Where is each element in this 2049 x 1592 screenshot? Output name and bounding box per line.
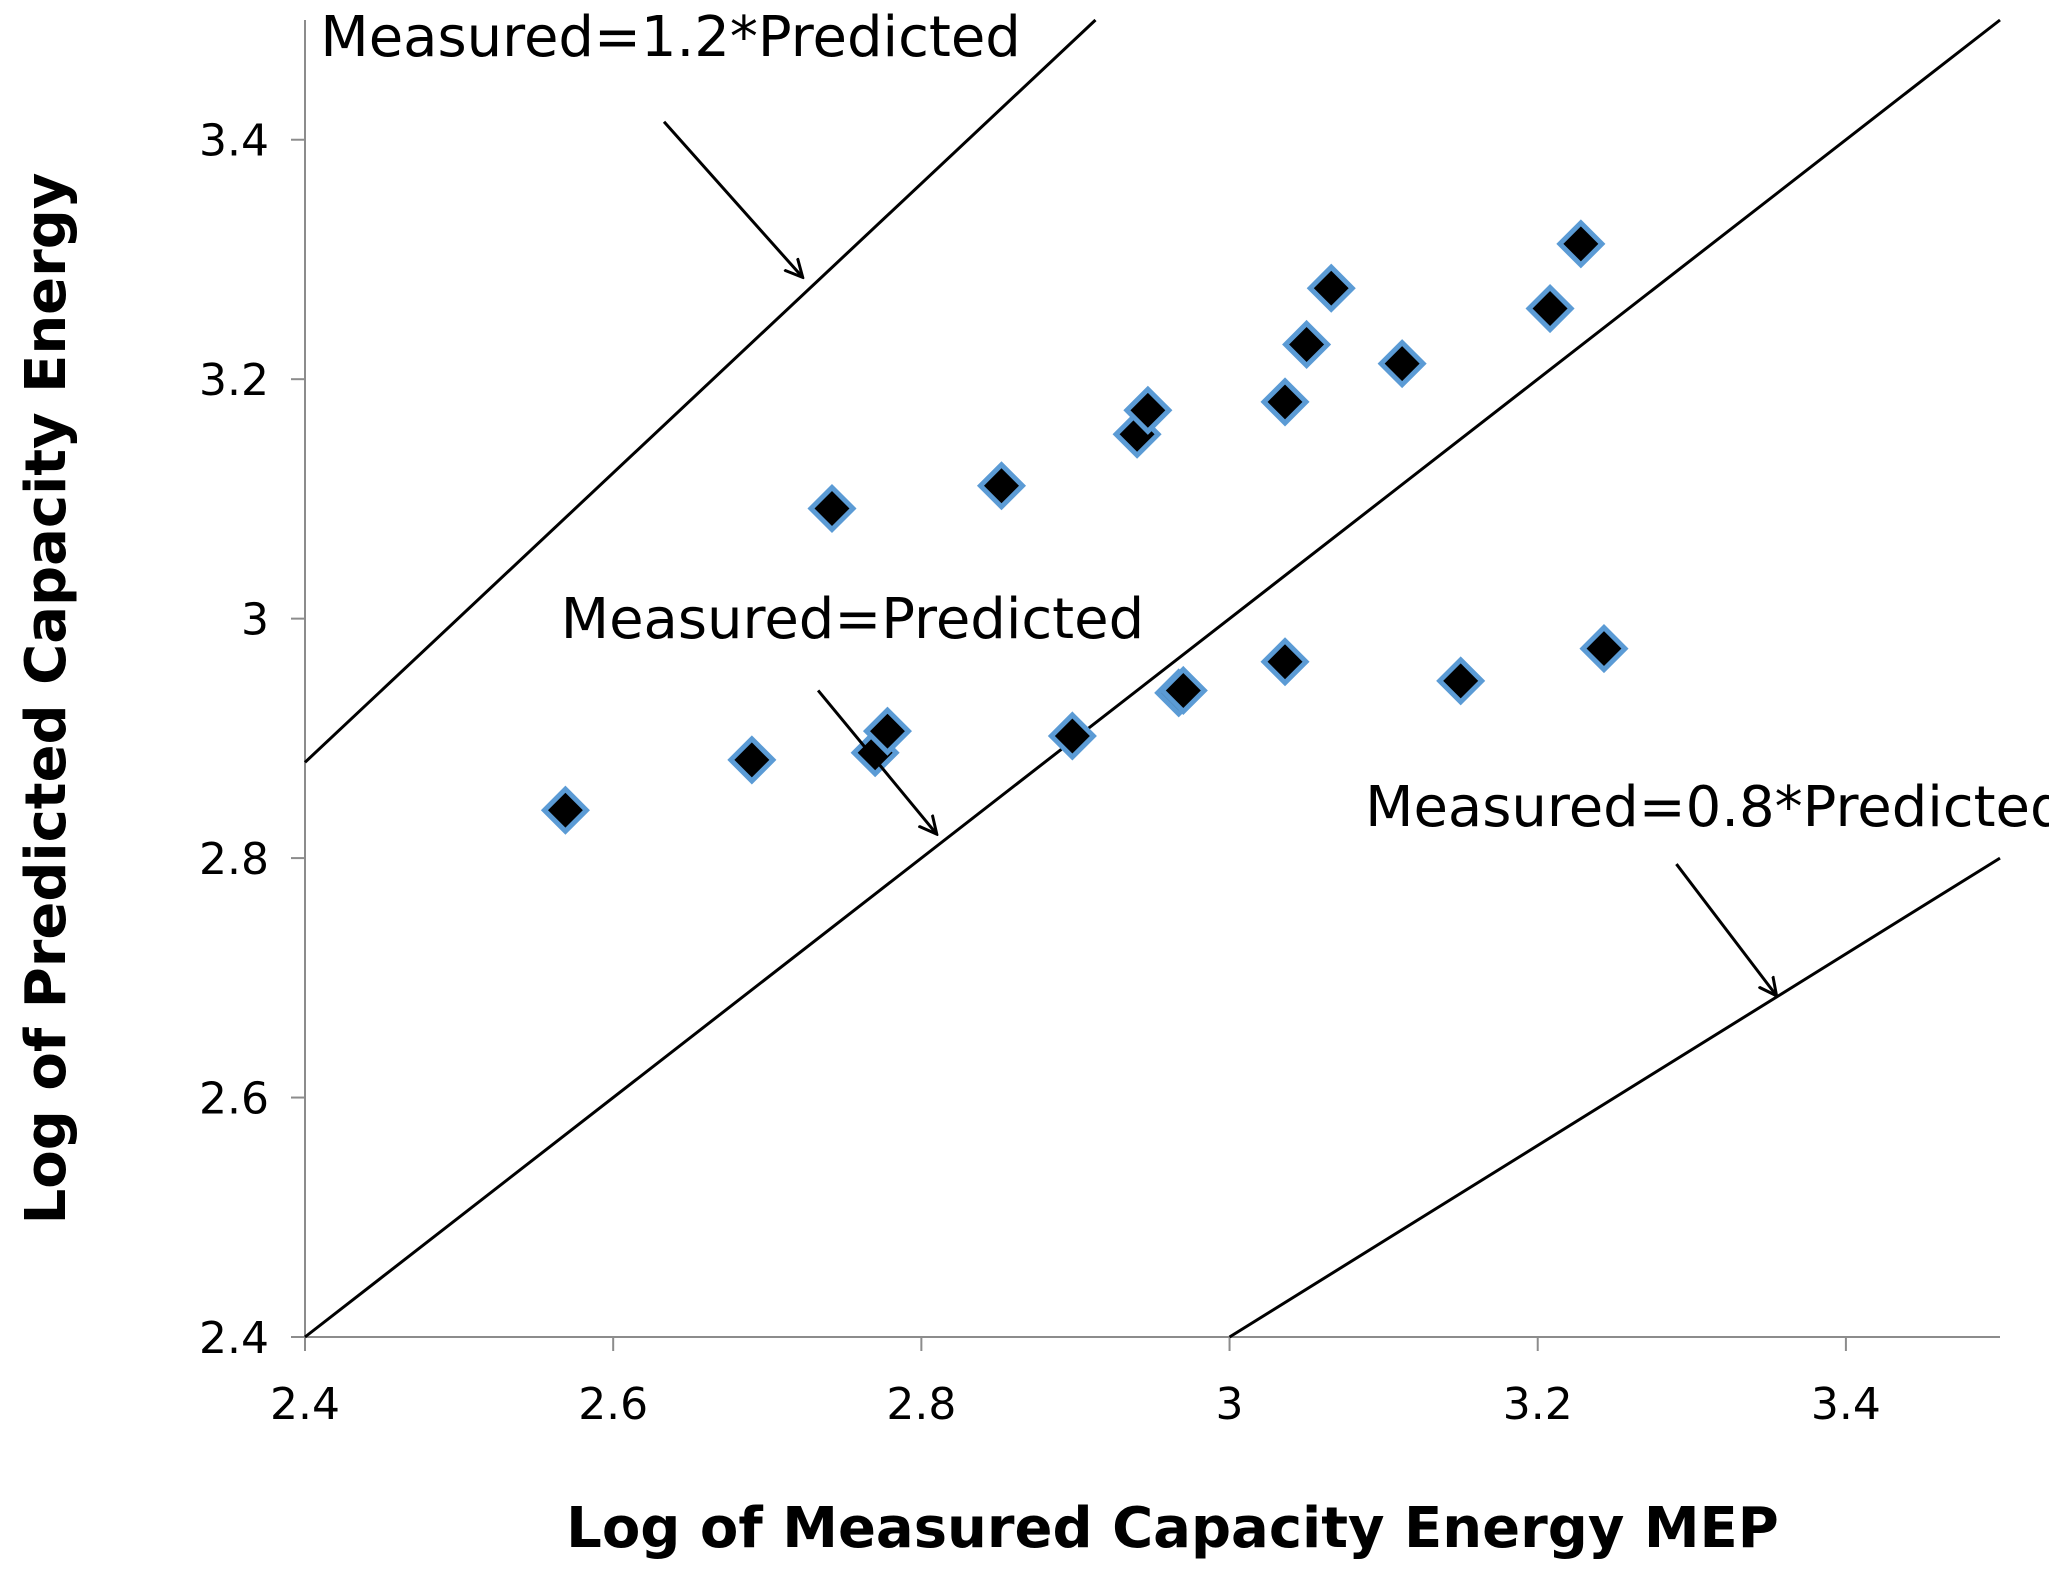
y-axis-title: Log of Predicted Capacity Energy [14, 173, 79, 1225]
y-tick-label: 3 [241, 595, 269, 646]
data-point [807, 483, 857, 534]
measured-0.8-predicted-label: Measured=0.8*Predicted [1365, 775, 2049, 840]
data-point [1556, 219, 1606, 269]
data-point [1282, 319, 1332, 369]
measured-0.8-predicted-line [1228, 856, 2001, 1339]
x-tick-label: 3.4 [1811, 1379, 1881, 1430]
x-tick-label: 2.4 [270, 1379, 340, 1430]
data-point [862, 706, 912, 756]
measured-1.2-predicted-label: Measured=1.2*Predicted [320, 5, 1020, 70]
x-tick-label: 2.8 [886, 1379, 956, 1430]
y-tick-label: 2.4 [199, 1313, 269, 1364]
x-tick-label: 2.6 [578, 1379, 648, 1430]
x-tick-label: 3.2 [1503, 1379, 1573, 1430]
measured-1.2-predicted-line [303, 18, 1097, 764]
data-point [1377, 339, 1427, 389]
data-point [1306, 263, 1356, 313]
measured-1.2-predicted-arrow [662, 120, 803, 278]
y-tick-label: 2.8 [199, 834, 269, 885]
measured-equals-predicted-label: Measured=Predicted [561, 587, 1144, 652]
data-point [1047, 711, 1097, 761]
data-point [1158, 665, 1208, 716]
data-point [976, 461, 1027, 511]
data-point [727, 735, 777, 785]
y-axis-ticks: 2.4 2.6 2.8 3 3.2 3.4 [199, 116, 305, 1364]
measured-equals-predicted-arrow [816, 689, 937, 834]
data-point [1525, 284, 1575, 334]
line-annotations: Measured=1.2*Predicted Measured=Predicted… [320, 5, 2049, 996]
data-point [1123, 385, 1173, 435]
data-point [1260, 377, 1310, 427]
data-point [1436, 656, 1486, 706]
x-axis-ticks: 2.4 2.6 2.8 3 3.2 3.4 [270, 1337, 1881, 1430]
data-points [540, 219, 1629, 835]
x-tick-label: 3 [1216, 1379, 1244, 1430]
measured-0.8-predicted-arrow [1675, 863, 1776, 996]
data-point [1579, 624, 1629, 674]
y-tick-label: 3.4 [199, 116, 269, 167]
y-tick-label: 2.6 [199, 1074, 269, 1125]
y-tick-label: 3.2 [199, 355, 269, 406]
measured-equals-predicted-line [304, 18, 2001, 1339]
plot-area: 2.4 2.6 2.8 3 3.2 3.4 2.4 2.6 2.8 3 3.2 3.4 Measur… [199, 5, 2049, 1430]
data-point [540, 785, 590, 835]
x-axis-title: Log of Measured Capacity Energy MEP [566, 1496, 1779, 1561]
data-point [1260, 637, 1310, 687]
reference-lines [303, 18, 2001, 1339]
